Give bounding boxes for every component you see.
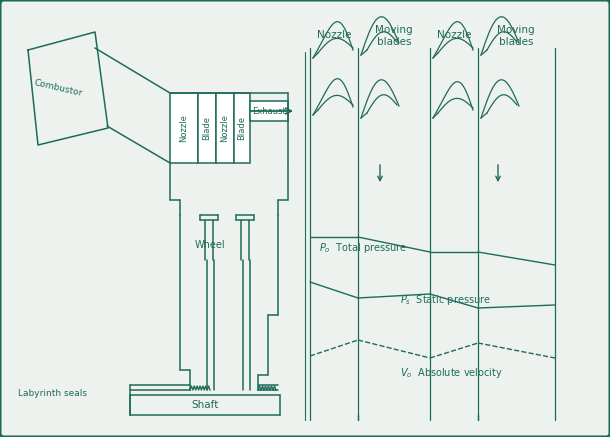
Text: $P_o$  Total pressure: $P_o$ Total pressure — [319, 241, 407, 255]
Text: $V_o$  Absolute velocity: $V_o$ Absolute velocity — [400, 366, 503, 380]
Bar — [216, 93, 234, 163]
Text: Exhaust: Exhaust — [252, 107, 286, 115]
Text: Wheel: Wheel — [195, 240, 225, 250]
Bar — [250, 101, 288, 121]
Bar — [234, 93, 250, 163]
Text: Nozzle: Nozzle — [179, 114, 188, 142]
Text: $P_s$  Static pressure: $P_s$ Static pressure — [400, 293, 491, 307]
Text: Combustor: Combustor — [33, 78, 83, 98]
Bar — [198, 93, 216, 163]
Text: Nozzle: Nozzle — [220, 114, 229, 142]
Text: Moving
blades: Moving blades — [375, 25, 413, 47]
Text: Nozzle: Nozzle — [437, 30, 472, 40]
Text: Labyrinth seals: Labyrinth seals — [18, 389, 87, 399]
Text: Nozzle: Nozzle — [317, 30, 351, 40]
Text: Blade: Blade — [237, 116, 246, 140]
Bar — [170, 93, 198, 163]
Text: Blade: Blade — [203, 116, 212, 140]
Text: Moving
blades: Moving blades — [497, 25, 535, 47]
Text: Shaft: Shaft — [192, 400, 219, 410]
